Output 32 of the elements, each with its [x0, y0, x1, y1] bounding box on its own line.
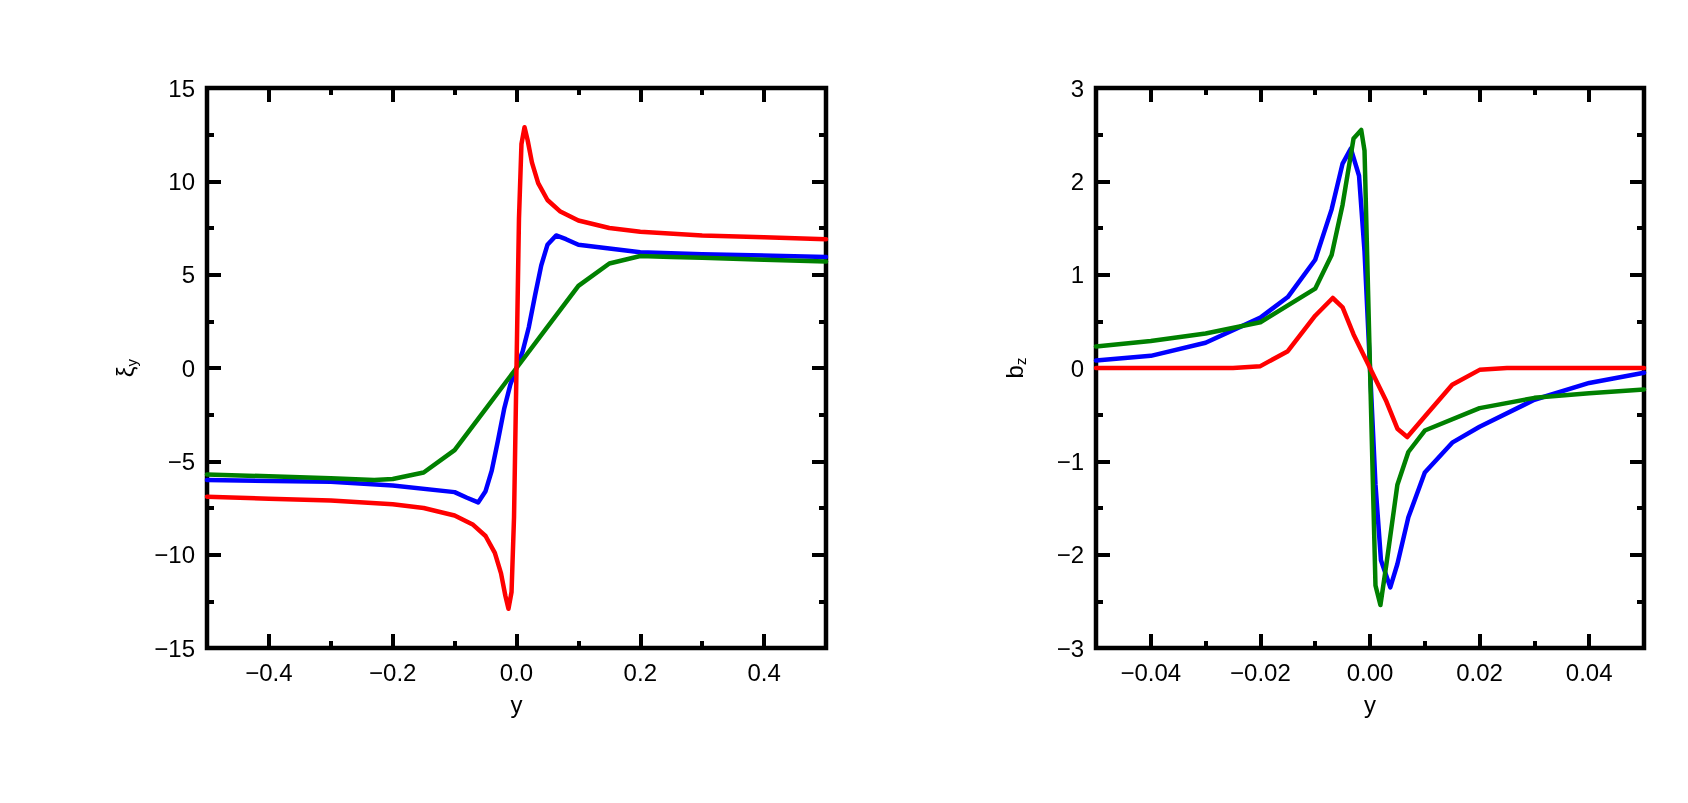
x-tick-label: 0.0	[499, 658, 534, 686]
y-tick-label: −5	[167, 447, 195, 475]
y-tick-label: −1	[1056, 447, 1084, 475]
y-tick-label: 5	[181, 261, 195, 289]
line-series	[1093, 295, 1647, 440]
x-tick-label: 0.00	[1346, 658, 1394, 686]
y-axis-title: bz	[1001, 357, 1029, 379]
x-tick-label: 0.2	[623, 658, 657, 686]
y-axis-title: ξy	[112, 358, 140, 378]
line-series	[204, 124, 829, 612]
x-tick-label: −0.4	[245, 658, 293, 686]
line-series	[204, 233, 829, 505]
y-tick-label: 15	[168, 74, 195, 102]
y-tick-label: 0	[181, 354, 195, 382]
y-tick-label: −2	[1056, 541, 1084, 569]
line-series	[204, 253, 829, 483]
x-axis-title: y	[1364, 690, 1376, 718]
x-tick-label: 0.02	[1456, 658, 1503, 686]
y-tick-label: 0	[1070, 354, 1084, 382]
x-tick-label: 0.4	[747, 658, 781, 686]
y-tick-label: 10	[168, 167, 195, 195]
x-tick-label: 0.04	[1565, 658, 1613, 686]
y-tick-label: −3	[1056, 634, 1084, 662]
x-tick-label: −0.2	[369, 658, 417, 686]
x-tick-label: −0.02	[1230, 658, 1291, 686]
y-tick-label: −15	[154, 634, 195, 662]
y-tick-label: −10	[154, 541, 195, 569]
x-tick-label: −0.04	[1120, 658, 1182, 686]
y-tick-label: 1	[1070, 261, 1084, 289]
x-axis-title: y	[510, 690, 523, 718]
y-tick-label: 3	[1070, 74, 1084, 102]
y-tick-label: 2	[1070, 167, 1084, 195]
